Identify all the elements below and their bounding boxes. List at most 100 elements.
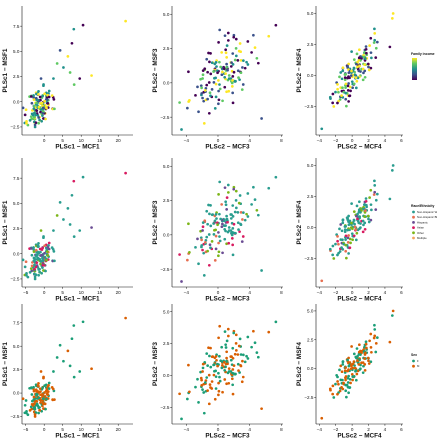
data-point (234, 37, 238, 41)
data-point (32, 94, 35, 97)
data-point (232, 33, 236, 37)
data-point (35, 261, 39, 264)
data-point (37, 273, 40, 277)
data-point (341, 363, 345, 366)
data-point (39, 77, 43, 80)
x-tick-label: −4 (184, 427, 190, 432)
data-point (215, 217, 218, 220)
data-point (363, 227, 367, 231)
data-point (78, 370, 82, 373)
data-point (29, 247, 33, 250)
data-point (331, 253, 335, 257)
y-tick-label: −2.5 (160, 405, 170, 410)
data-point (222, 67, 226, 71)
data-point (341, 360, 345, 363)
data-point (221, 70, 224, 74)
data-point (225, 242, 228, 246)
data-point (81, 23, 85, 27)
data-point (338, 98, 342, 101)
data-point (238, 194, 242, 197)
data-point (347, 374, 350, 378)
data-point (232, 35, 236, 39)
data-point (364, 351, 367, 355)
data-point (225, 214, 228, 218)
data-point (369, 346, 373, 349)
data-point (217, 89, 220, 93)
data-point (373, 27, 376, 31)
data-point (203, 219, 207, 223)
data-point (252, 33, 255, 37)
data-point (33, 123, 37, 127)
data-point (369, 36, 373, 40)
data-point (214, 355, 218, 358)
data-point (225, 208, 229, 211)
data-point (350, 69, 353, 73)
y-tick-label: −2.5 (160, 267, 170, 272)
data-point (223, 237, 227, 241)
data-point (34, 121, 38, 125)
data-point (225, 196, 229, 199)
data-point (237, 228, 240, 231)
data-point (331, 92, 335, 96)
x-axis-label: PLSc1 − MCF1 (55, 296, 100, 303)
data-point (205, 83, 209, 87)
data-point (55, 356, 59, 359)
data-point (206, 97, 209, 101)
data-point (227, 89, 231, 93)
data-point (197, 262, 200, 266)
data-point (43, 244, 47, 248)
data-point (222, 219, 226, 223)
data-point (62, 66, 65, 69)
data-point (32, 389, 36, 393)
x-axis-label: PLSc2 − MCF3 (205, 144, 250, 151)
data-point (230, 85, 234, 88)
x-tick-label: 15 (97, 427, 103, 432)
data-point (221, 251, 224, 255)
data-point (241, 235, 245, 238)
data-point (40, 253, 44, 257)
data-point (43, 92, 47, 96)
data-point (239, 364, 243, 368)
data-point (364, 199, 368, 203)
data-point (30, 264, 34, 268)
data-point (366, 62, 370, 66)
x-axis-label: PLSc2 − MCF4 (337, 433, 382, 440)
data-point (201, 362, 205, 366)
data-point (208, 60, 211, 64)
data-point (44, 269, 47, 273)
data-point (202, 122, 206, 125)
data-point (207, 233, 211, 236)
data-point (32, 259, 36, 263)
data-point (212, 363, 215, 367)
x-tick-label: 4 (384, 138, 387, 143)
data-point (231, 383, 235, 387)
data-point (260, 117, 263, 120)
data-point (372, 193, 376, 196)
data-point (340, 246, 343, 249)
data-point (234, 206, 238, 210)
data-point (58, 343, 62, 347)
data-point (201, 225, 205, 229)
data-point (347, 214, 350, 218)
data-point (47, 247, 51, 251)
data-point (218, 239, 222, 243)
data-point (344, 383, 347, 387)
data-point (231, 79, 234, 82)
data-point (217, 381, 220, 385)
data-point (242, 59, 245, 63)
data-point (358, 216, 361, 220)
data-point (72, 27, 76, 31)
data-point (205, 352, 209, 355)
data-point (226, 220, 229, 224)
data-point (234, 199, 238, 202)
panel-r1c1: 0 5 10 15 20 −2.5 0.0 2.5 5.0 7.5 PLSc1 − MCF1 PLSc… (2, 6, 133, 151)
data-point (38, 247, 42, 251)
x-tick-label: −4 (184, 290, 190, 295)
data-point (46, 254, 50, 257)
data-point (388, 197, 392, 201)
data-point (38, 270, 41, 274)
data-point (246, 335, 250, 339)
data-point (239, 223, 243, 227)
data-point (38, 387, 42, 391)
